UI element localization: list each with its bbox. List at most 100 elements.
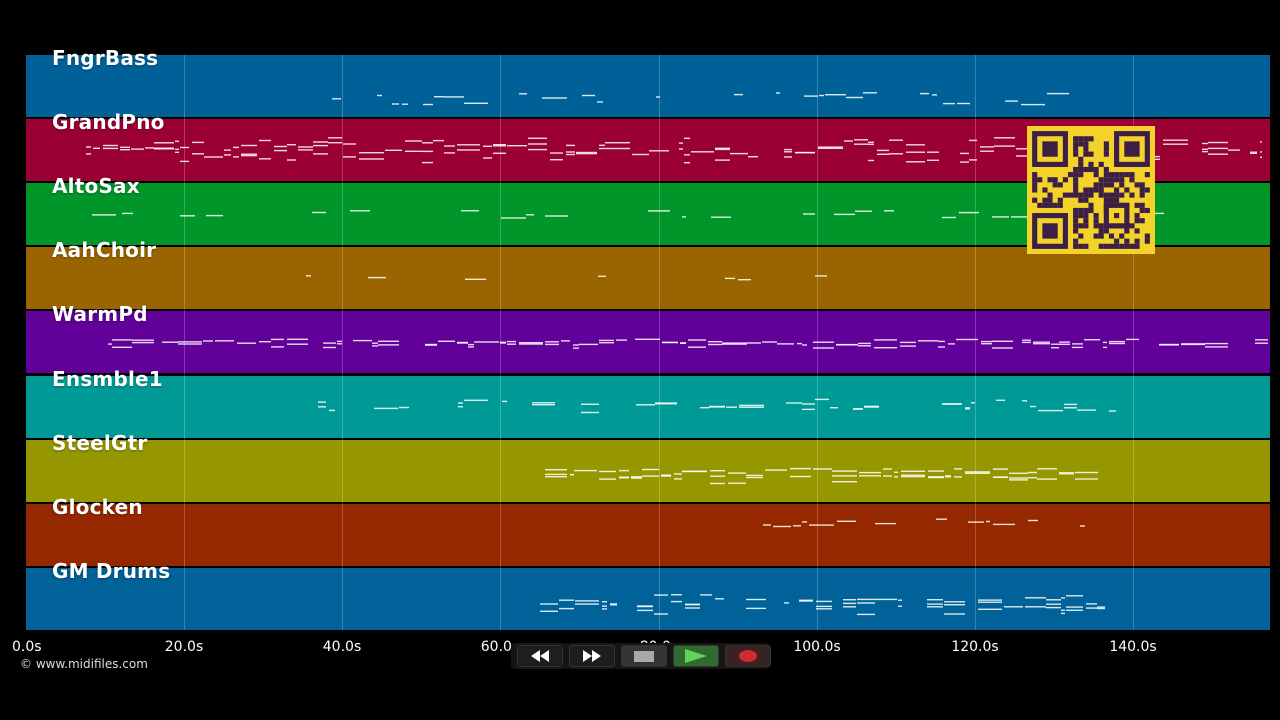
qr-module bbox=[1047, 192, 1053, 198]
qr-module bbox=[1139, 182, 1145, 188]
qr-module bbox=[1083, 223, 1089, 229]
qr-module bbox=[1062, 192, 1068, 198]
time-tick: 140.0s bbox=[1109, 639, 1157, 655]
qr-module bbox=[1114, 192, 1120, 198]
time-tick: 60.0s bbox=[480, 639, 520, 655]
rewind-button[interactable] bbox=[517, 645, 563, 667]
qr-module bbox=[1088, 151, 1094, 157]
qr-module bbox=[1119, 192, 1125, 198]
qr-module bbox=[1042, 197, 1048, 203]
qr-module bbox=[1088, 207, 1094, 214]
qr-module bbox=[1083, 151, 1089, 157]
qr-module bbox=[1078, 223, 1084, 229]
qr-module bbox=[1057, 202, 1063, 208]
play-button[interactable] bbox=[673, 645, 719, 667]
qr-module bbox=[1114, 238, 1120, 244]
qr-module bbox=[1098, 192, 1104, 198]
qr-module bbox=[1073, 213, 1079, 219]
qr-module bbox=[1119, 182, 1125, 188]
qr-module bbox=[1114, 243, 1120, 249]
rewind-icon bbox=[531, 650, 549, 662]
qr-module bbox=[1073, 218, 1079, 224]
qr-module bbox=[1042, 187, 1048, 193]
qr-module bbox=[1057, 197, 1063, 203]
qr-module bbox=[1083, 243, 1089, 249]
qr-module bbox=[1073, 177, 1079, 183]
qr-module bbox=[1032, 187, 1038, 193]
time-tick: 40.0s bbox=[322, 639, 362, 655]
qr-code-icon bbox=[1027, 126, 1155, 254]
qr-module bbox=[1032, 177, 1038, 183]
qr-module bbox=[1129, 243, 1135, 249]
fast-forward-icon bbox=[583, 650, 601, 662]
record-button[interactable] bbox=[725, 645, 771, 667]
qr-module bbox=[1098, 161, 1104, 167]
qr-module bbox=[1098, 223, 1104, 229]
qr-module bbox=[1078, 243, 1084, 249]
qr-module bbox=[1083, 207, 1089, 214]
qr-module bbox=[1098, 228, 1104, 234]
qr-module bbox=[1083, 136, 1089, 142]
qr-module bbox=[1103, 172, 1109, 178]
qr-module bbox=[1134, 238, 1140, 244]
qr-module bbox=[1032, 197, 1038, 203]
track-lane-gm-drums: GM Drums bbox=[26, 559, 1270, 630]
gridline bbox=[659, 55, 660, 630]
qr-module bbox=[1108, 177, 1115, 183]
qr-module bbox=[1083, 146, 1089, 152]
qr-module bbox=[1103, 243, 1109, 249]
qr-module bbox=[1098, 177, 1104, 183]
track-label: Ensmble1 bbox=[52, 367, 163, 391]
qr-module bbox=[1144, 207, 1150, 214]
qr-module bbox=[1073, 223, 1079, 229]
qr-module bbox=[1093, 172, 1099, 178]
qr-module bbox=[1114, 172, 1120, 178]
qr-module bbox=[1129, 223, 1135, 229]
qr-module bbox=[1073, 243, 1079, 249]
qr-module bbox=[1098, 233, 1104, 239]
gridline bbox=[342, 55, 343, 630]
qr-module bbox=[1067, 172, 1074, 178]
qr-module bbox=[1078, 141, 1084, 147]
qr-module bbox=[1098, 182, 1104, 188]
track-label: GrandPno bbox=[52, 110, 165, 134]
qr-module bbox=[1078, 233, 1084, 239]
qr-module bbox=[1144, 233, 1150, 239]
qr-module bbox=[1083, 166, 1089, 173]
stop-button[interactable] bbox=[621, 645, 667, 667]
track-label: WarmPd bbox=[52, 302, 148, 326]
qr-module bbox=[1098, 243, 1104, 249]
qr-module bbox=[1047, 197, 1053, 203]
qr-module bbox=[1088, 187, 1094, 193]
qr-module bbox=[1144, 238, 1150, 244]
track-label: AahChoir bbox=[52, 238, 157, 262]
qr-module bbox=[1103, 192, 1109, 198]
qr-module bbox=[1052, 202, 1058, 208]
qr-module bbox=[1073, 238, 1079, 244]
transport-controls bbox=[511, 643, 771, 669]
time-tick: 20.0s bbox=[164, 639, 204, 655]
qr-module bbox=[1078, 207, 1084, 214]
qr-module bbox=[1088, 136, 1094, 142]
gridline bbox=[817, 55, 818, 630]
qr-module bbox=[1073, 151, 1079, 157]
qr-module bbox=[1073, 166, 1079, 173]
time-tick: 100.0s bbox=[793, 639, 841, 655]
qr-module bbox=[1083, 213, 1089, 219]
qr-module bbox=[1103, 197, 1109, 203]
qr-module bbox=[1093, 166, 1099, 173]
fast-forward-button[interactable] bbox=[569, 645, 615, 667]
track-lane-aahchoir: AahChoir bbox=[26, 238, 1270, 309]
qr-module bbox=[1129, 177, 1135, 183]
track-lane-ensmble1: Ensmble1 bbox=[26, 367, 1270, 438]
qr-module bbox=[1073, 141, 1079, 147]
qr-module bbox=[1093, 187, 1099, 193]
qr-module bbox=[1037, 177, 1043, 183]
qr-module bbox=[1078, 156, 1084, 162]
qr-module bbox=[1103, 166, 1109, 173]
qr-module bbox=[1073, 187, 1079, 193]
qr-module bbox=[1042, 141, 1058, 157]
gridline bbox=[184, 55, 185, 630]
time-tick: 120.0s bbox=[951, 639, 999, 655]
qr-module bbox=[1108, 243, 1115, 249]
